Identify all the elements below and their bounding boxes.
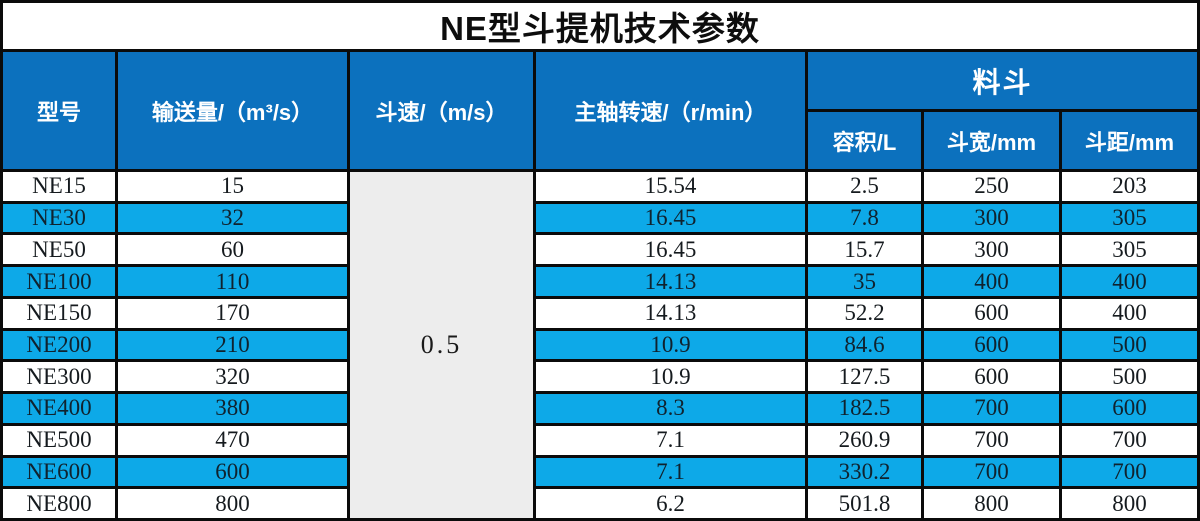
cell-model: NE100 (3, 267, 115, 296)
col-header-bucket-width: 斗宽/mm (924, 112, 1059, 169)
cell-model: NE15 (3, 172, 115, 201)
cell-capacity: 380 (118, 394, 347, 423)
cell-model: NE600 (3, 457, 115, 487)
cell-bucket-pitch: 203 (1062, 172, 1197, 201)
cell-bucket-pitch: 800 (1062, 489, 1197, 518)
page-title: NE型斗提机技术参数 (3, 3, 1197, 49)
cell-bucket-pitch: 305 (1062, 235, 1197, 265)
col-header-capacity: 输送量/（m³/s） (118, 52, 347, 169)
cell-bucket-width: 800 (924, 489, 1059, 518)
cell-volume: 330.2 (808, 457, 921, 487)
cell-shaft-speed: 14.13 (536, 267, 805, 296)
cell-shaft-speed: 16.45 (536, 235, 805, 265)
cell-volume: 35 (808, 267, 921, 296)
cell-bucket-width: 600 (924, 362, 1059, 392)
cell-model: NE150 (3, 298, 115, 328)
cell-volume: 15.7 (808, 235, 921, 265)
cell-capacity: 600 (118, 457, 347, 487)
cell-capacity: 15 (118, 172, 347, 201)
cell-bucket-pitch: 305 (1062, 203, 1197, 233)
cell-bucket-speed-merged: 0.5 (350, 172, 533, 518)
cell-bucket-pitch: 500 (1062, 330, 1197, 360)
cell-bucket-pitch: 700 (1062, 425, 1197, 455)
col-header-shaft-speed: 主轴转速/（r/min） (536, 52, 805, 169)
col-header-model: 型号 (3, 52, 115, 169)
cell-model: NE800 (3, 489, 115, 518)
cell-bucket-width: 400 (924, 267, 1059, 296)
cell-model: NE200 (3, 330, 115, 360)
cell-capacity: 170 (118, 298, 347, 328)
cell-bucket-width: 600 (924, 298, 1059, 328)
cell-volume: 501.8 (808, 489, 921, 518)
cell-bucket-pitch: 400 (1062, 298, 1197, 328)
cell-model: NE50 (3, 235, 115, 265)
cell-bucket-pitch: 700 (1062, 457, 1197, 487)
cell-shaft-speed: 15.54 (536, 172, 805, 201)
col-header-bucket-pitch: 斗距/mm (1062, 112, 1197, 169)
cell-capacity: 110 (118, 267, 347, 296)
cell-capacity: 210 (118, 330, 347, 360)
cell-capacity: 60 (118, 235, 347, 265)
cell-bucket-width: 300 (924, 235, 1059, 265)
cell-shaft-speed: 14.13 (536, 298, 805, 328)
cell-shaft-speed: 6.2 (536, 489, 805, 518)
cell-volume: 2.5 (808, 172, 921, 201)
cell-bucket-width: 700 (924, 457, 1059, 487)
cell-capacity: 470 (118, 425, 347, 455)
cell-volume: 84.6 (808, 330, 921, 360)
cell-capacity: 32 (118, 203, 347, 233)
cell-capacity: 800 (118, 489, 347, 518)
cell-model: NE300 (3, 362, 115, 392)
cell-volume: 7.8 (808, 203, 921, 233)
cell-volume: 182.5 (808, 394, 921, 423)
cell-bucket-width: 700 (924, 394, 1059, 423)
cell-volume: 127.5 (808, 362, 921, 392)
cell-bucket-pitch: 400 (1062, 267, 1197, 296)
cell-bucket-pitch: 600 (1062, 394, 1197, 423)
cell-shaft-speed: 7.1 (536, 457, 805, 487)
col-group-header-bucket: 料斗 (808, 52, 1197, 109)
cell-shaft-speed: 7.1 (536, 425, 805, 455)
cell-model: NE400 (3, 394, 115, 423)
cell-bucket-width: 700 (924, 425, 1059, 455)
cell-capacity: 320 (118, 362, 347, 392)
cell-shaft-speed: 10.9 (536, 330, 805, 360)
cell-bucket-width: 250 (924, 172, 1059, 201)
cell-volume: 260.9 (808, 425, 921, 455)
cell-shaft-speed: 16.45 (536, 203, 805, 233)
col-header-bucket-speed: 斗速/（m/s） (350, 52, 533, 169)
cell-bucket-width: 600 (924, 330, 1059, 360)
cell-model: NE30 (3, 203, 115, 233)
col-header-volume: 容积/L (808, 112, 921, 169)
cell-shaft-speed: 10.9 (536, 362, 805, 392)
cell-shaft-speed: 8.3 (536, 394, 805, 423)
cell-bucket-pitch: 500 (1062, 362, 1197, 392)
cell-bucket-width: 300 (924, 203, 1059, 233)
cell-volume: 52.2 (808, 298, 921, 328)
cell-model: NE500 (3, 425, 115, 455)
